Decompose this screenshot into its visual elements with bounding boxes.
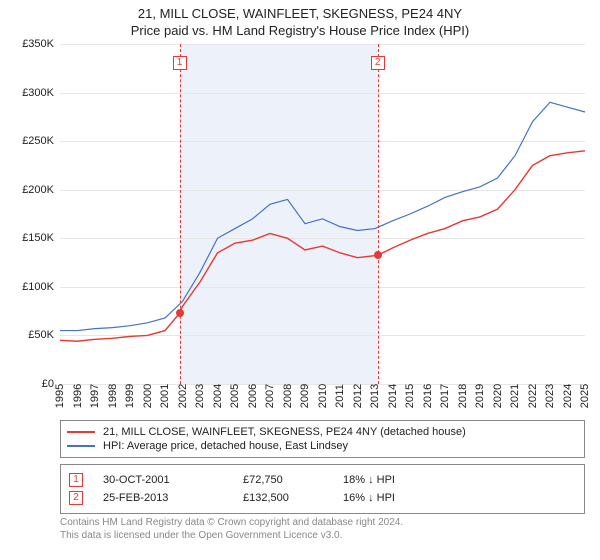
sales-marker-icon: 1	[69, 473, 83, 487]
sales-date: 25-FEB-2013	[103, 492, 243, 504]
sale-marker-line	[180, 44, 181, 384]
x-axis-label: 1997	[89, 381, 101, 411]
sales-delta: 18% ↓ HPI	[343, 474, 463, 486]
x-axis-label: 2017	[439, 381, 451, 411]
sales-marker-icon: 2	[69, 491, 83, 505]
x-axis-label: 2006	[247, 381, 259, 411]
legend-label: HPI: Average price, detached house, East…	[103, 440, 348, 452]
x-axis-label: 2020	[492, 381, 504, 411]
sale-marker-line	[378, 44, 379, 384]
sale-dot	[176, 309, 184, 317]
x-axis-label: 2001	[159, 381, 171, 411]
legend-item: HPI: Average price, detached house, East…	[67, 439, 578, 453]
x-axis-label: 2012	[352, 381, 364, 411]
sales-row: 1 30-OCT-2001£72,75018% ↓ HPI	[69, 471, 576, 489]
sales-row: 2 25-FEB-2013£132,50016% ↓ HPI	[69, 489, 576, 507]
chart-footer: Contains HM Land Registry data © Crown c…	[60, 516, 585, 542]
x-axis-label: 2013	[369, 381, 381, 411]
x-axis-label: 2019	[474, 381, 486, 411]
x-axis-label: 2008	[282, 381, 294, 411]
chart-lines-svg	[60, 44, 585, 384]
x-axis-label: 2024	[562, 381, 574, 411]
x-axis-label: 1996	[72, 381, 84, 411]
x-axis-label: 1995	[54, 381, 66, 411]
chart-legend: 21, MILL CLOSE, WAINFLEET, SKEGNESS, PE2…	[60, 420, 585, 458]
sale-marker-box: 1	[173, 56, 187, 70]
footer-line-1: Contains HM Land Registry data © Crown c…	[60, 516, 585, 529]
x-axis-label: 2023	[544, 381, 556, 411]
sales-date: 30-OCT-2001	[103, 474, 243, 486]
y-axis-label: £100K	[22, 281, 54, 293]
sales-price: £72,750	[243, 474, 343, 486]
x-axis-label: 2003	[194, 381, 206, 411]
x-axis-label: 2009	[299, 381, 311, 411]
x-axis-label: 2010	[317, 381, 329, 411]
legend-swatch	[67, 431, 95, 433]
chart-title: 21, MILL CLOSE, WAINFLEET, SKEGNESS, PE2…	[0, 0, 600, 21]
chart-plot-area: £0£50K£100K£150K£200K£250K£300K£350K1995…	[60, 44, 585, 384]
sale-marker-box: 2	[371, 56, 385, 70]
y-axis-label: £50K	[28, 329, 54, 341]
x-axis-label: 2004	[212, 381, 224, 411]
footer-line-2: This data is licensed under the Open Gov…	[60, 529, 585, 542]
x-axis-label: 1999	[124, 381, 136, 411]
chart-container: 21, MILL CLOSE, WAINFLEET, SKEGNESS, PE2…	[0, 0, 600, 560]
x-axis-label: 2011	[334, 381, 346, 411]
legend-item: 21, MILL CLOSE, WAINFLEET, SKEGNESS, PE2…	[67, 425, 578, 439]
x-axis-label: 1998	[107, 381, 119, 411]
x-axis-label: 2000	[142, 381, 154, 411]
x-axis-label: 2007	[264, 381, 276, 411]
x-axis-label: 2018	[457, 381, 469, 411]
x-axis-label: 2022	[527, 381, 539, 411]
y-axis-label: £350K	[22, 38, 54, 50]
x-axis-label: 2015	[404, 381, 416, 411]
y-axis-label: £300K	[22, 87, 54, 99]
y-axis-label: £200K	[22, 184, 54, 196]
x-axis-label: 2014	[387, 381, 399, 411]
x-axis-label: 2021	[509, 381, 521, 411]
y-axis-label: £0	[42, 378, 54, 390]
y-axis-label: £250K	[22, 135, 54, 147]
y-axis-label: £150K	[22, 232, 54, 244]
series-line	[60, 151, 585, 341]
series-line	[60, 102, 585, 330]
sales-price: £132,500	[243, 492, 343, 504]
sales-table: 1 30-OCT-2001£72,75018% ↓ HPI 2 25-FEB-2013…	[60, 464, 585, 514]
legend-label: 21, MILL CLOSE, WAINFLEET, SKEGNESS, PE2…	[103, 426, 466, 438]
legend-swatch	[67, 445, 95, 447]
x-axis-label: 2002	[177, 381, 189, 411]
x-axis-label: 2005	[229, 381, 241, 411]
x-axis-label: 2016	[422, 381, 434, 411]
chart-subtitle: Price paid vs. HM Land Registry's House …	[0, 21, 600, 42]
sale-dot	[374, 251, 382, 259]
x-axis-label: 2025	[579, 381, 591, 411]
sales-delta: 16% ↓ HPI	[343, 492, 463, 504]
